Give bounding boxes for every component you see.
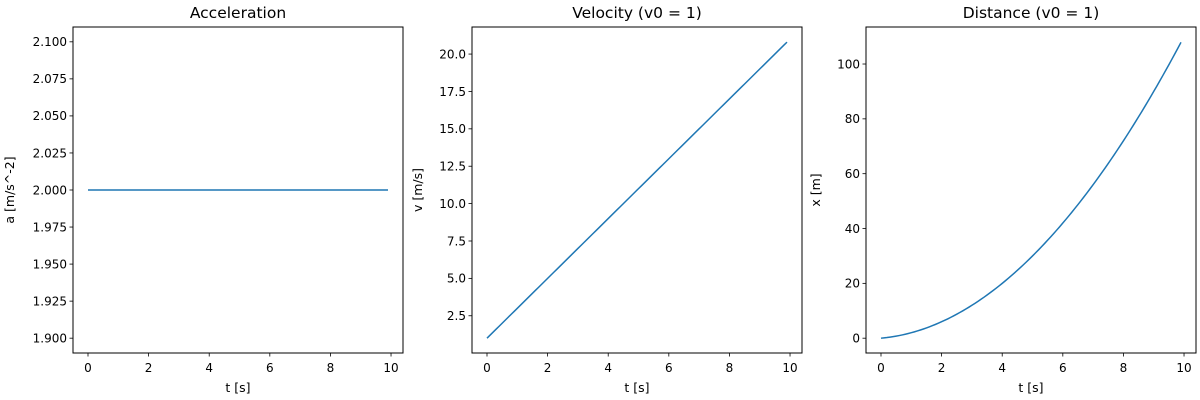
x-tick-label: 0 xyxy=(877,361,885,375)
data-line xyxy=(486,41,788,339)
chart-title: Velocity (v0 = 1) xyxy=(572,4,702,22)
y-tick-label: 60 xyxy=(845,167,860,181)
y-tick-label: 2.100 xyxy=(33,35,67,49)
x-tick-label: 6 xyxy=(266,361,274,375)
axes-frame xyxy=(471,26,803,354)
subplot-2: 0 2 4 6 8 10 2.5 5.0 7.5 10.0 12.5 15.0 17.5 20.0 Velo… xyxy=(410,4,803,395)
y-tick-label: 40 xyxy=(845,222,860,236)
y-axis-label: v [m/s] xyxy=(410,168,425,212)
data-line xyxy=(880,41,1182,339)
x-axis-label: t [s] xyxy=(225,380,250,395)
x-tick-label: 4 xyxy=(998,361,1006,375)
y-tick-label: 2.075 xyxy=(33,72,67,86)
y-axis-label: x [m] xyxy=(808,173,823,206)
y-tick-label: 20.0 xyxy=(439,47,466,61)
y-tick-label: 10.0 xyxy=(439,197,466,211)
x-tick-label: 8 xyxy=(1120,361,1128,375)
x-axis-label: t [s] xyxy=(624,380,649,395)
x-tick-label: 10 xyxy=(782,361,797,375)
x-tick-label: 6 xyxy=(1059,361,1067,375)
x-tick-label: 2 xyxy=(544,361,552,375)
x-tick-label: 4 xyxy=(205,361,213,375)
x-axis-label: t [s] xyxy=(1018,380,1043,395)
y-tick-label: 1.950 xyxy=(33,257,67,271)
x-tick-label: 6 xyxy=(665,361,673,375)
y-tick-label: 2.050 xyxy=(33,109,67,123)
x-tick-label: 4 xyxy=(604,361,612,375)
y-tick-label: 20 xyxy=(845,277,860,291)
x-tick-label: 0 xyxy=(483,361,491,375)
x-tick-label: 2 xyxy=(145,361,153,375)
x-tick-label: 0 xyxy=(84,361,92,375)
y-tick-label: 17.5 xyxy=(439,85,466,99)
y-tick-label: 5.0 xyxy=(447,272,466,286)
y-tick-label: 0 xyxy=(852,331,860,345)
x-tick-label: 2 xyxy=(938,361,946,375)
x-tick-label: 10 xyxy=(1176,361,1191,375)
axes-frame xyxy=(865,26,1197,354)
y-tick-label: 100 xyxy=(837,57,860,71)
x-tick-label: 8 xyxy=(327,361,335,375)
chart-title: Acceleration xyxy=(190,4,286,22)
subplot-1: 0 2 4 6 8 10 1.900 1.925 1.950 1.975 2.000 2.025 2.0… xyxy=(2,4,404,395)
x-tick-label: 8 xyxy=(726,361,734,375)
y-tick-label: 15.0 xyxy=(439,122,466,136)
y-tick-label: 2.5 xyxy=(447,309,466,323)
y-tick-label: 12.5 xyxy=(439,160,466,174)
y-tick-label: 1.975 xyxy=(33,220,67,234)
y-axis-label: a [m/s^-2] xyxy=(2,156,17,223)
y-tick-label: 1.925 xyxy=(33,294,67,308)
y-tick-label: 7.5 xyxy=(447,234,466,248)
y-tick-label: 1.900 xyxy=(33,331,67,345)
chart-title: Distance (v0 = 1) xyxy=(963,4,1100,22)
y-tick-label: 80 xyxy=(845,112,860,126)
y-tick-label: 2.000 xyxy=(33,183,67,197)
x-tick-label: 10 xyxy=(383,361,398,375)
y-tick-label: 2.025 xyxy=(33,146,67,160)
